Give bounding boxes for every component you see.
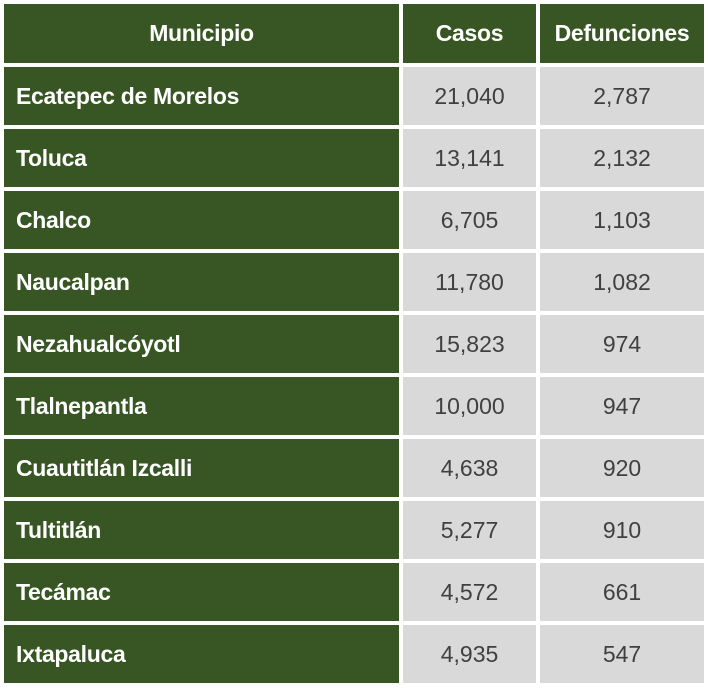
cell-casos: 13,141: [403, 129, 536, 187]
cell-municipio: Tlalnepantla: [4, 377, 399, 435]
cell-defunciones: 2,787: [540, 67, 704, 125]
cell-casos: 4,572: [403, 563, 536, 621]
cell-defunciones: 910: [540, 501, 704, 559]
cell-casos: 11,780: [403, 253, 536, 311]
cell-municipio: Naucalpan: [4, 253, 399, 311]
cell-defunciones: 2,132: [540, 129, 704, 187]
cell-defunciones: 974: [540, 315, 704, 373]
table-row: Cuautitlán Izcalli 4,638 920: [4, 439, 704, 497]
cell-casos: 15,823: [403, 315, 536, 373]
cell-municipio: Tultitlán: [4, 501, 399, 559]
cell-municipio: Ixtapaluca: [4, 625, 399, 683]
cell-casos: 4,638: [403, 439, 536, 497]
cell-defunciones: 547: [540, 625, 704, 683]
table-row: Tecámac 4,572 661: [4, 563, 704, 621]
table-row: Naucalpan 11,780 1,082: [4, 253, 704, 311]
table-header-row: Municipio Casos Defunciones: [4, 4, 704, 63]
cell-municipio: Cuautitlán Izcalli: [4, 439, 399, 497]
header-casos: Casos: [403, 4, 536, 63]
municipios-table: Municipio Casos Defunciones Ecatepec de …: [4, 4, 704, 687]
header-defunciones: Defunciones: [540, 4, 704, 63]
table-row: Ixtapaluca 4,935 547: [4, 625, 704, 683]
cell-defunciones: 1,082: [540, 253, 704, 311]
cell-casos: 4,935: [403, 625, 536, 683]
cell-municipio: Chalco: [4, 191, 399, 249]
table-row: Ecatepec de Morelos 21,040 2,787: [4, 67, 704, 125]
table-row: Tultitlán 5,277 910: [4, 501, 704, 559]
table-row: Toluca 13,141 2,132: [4, 129, 704, 187]
header-municipio: Municipio: [4, 4, 399, 63]
cell-defunciones: 1,103: [540, 191, 704, 249]
table-row: Chalco 6,705 1,103: [4, 191, 704, 249]
cell-municipio: Ecatepec de Morelos: [4, 67, 399, 125]
data-table-container: Municipio Casos Defunciones Ecatepec de …: [4, 4, 704, 694]
table-row: Tlalnepantla 10,000 947: [4, 377, 704, 435]
cell-casos: 5,277: [403, 501, 536, 559]
cell-defunciones: 661: [540, 563, 704, 621]
cell-casos: 21,040: [403, 67, 536, 125]
cell-defunciones: 920: [540, 439, 704, 497]
cell-municipio: Nezahualcóyotl: [4, 315, 399, 373]
cell-municipio: Tecámac: [4, 563, 399, 621]
cell-municipio: Toluca: [4, 129, 399, 187]
cell-defunciones: 947: [540, 377, 704, 435]
table-row: Nezahualcóyotl 15,823 974: [4, 315, 704, 373]
cell-casos: 6,705: [403, 191, 536, 249]
cell-casos: 10,000: [403, 377, 536, 435]
